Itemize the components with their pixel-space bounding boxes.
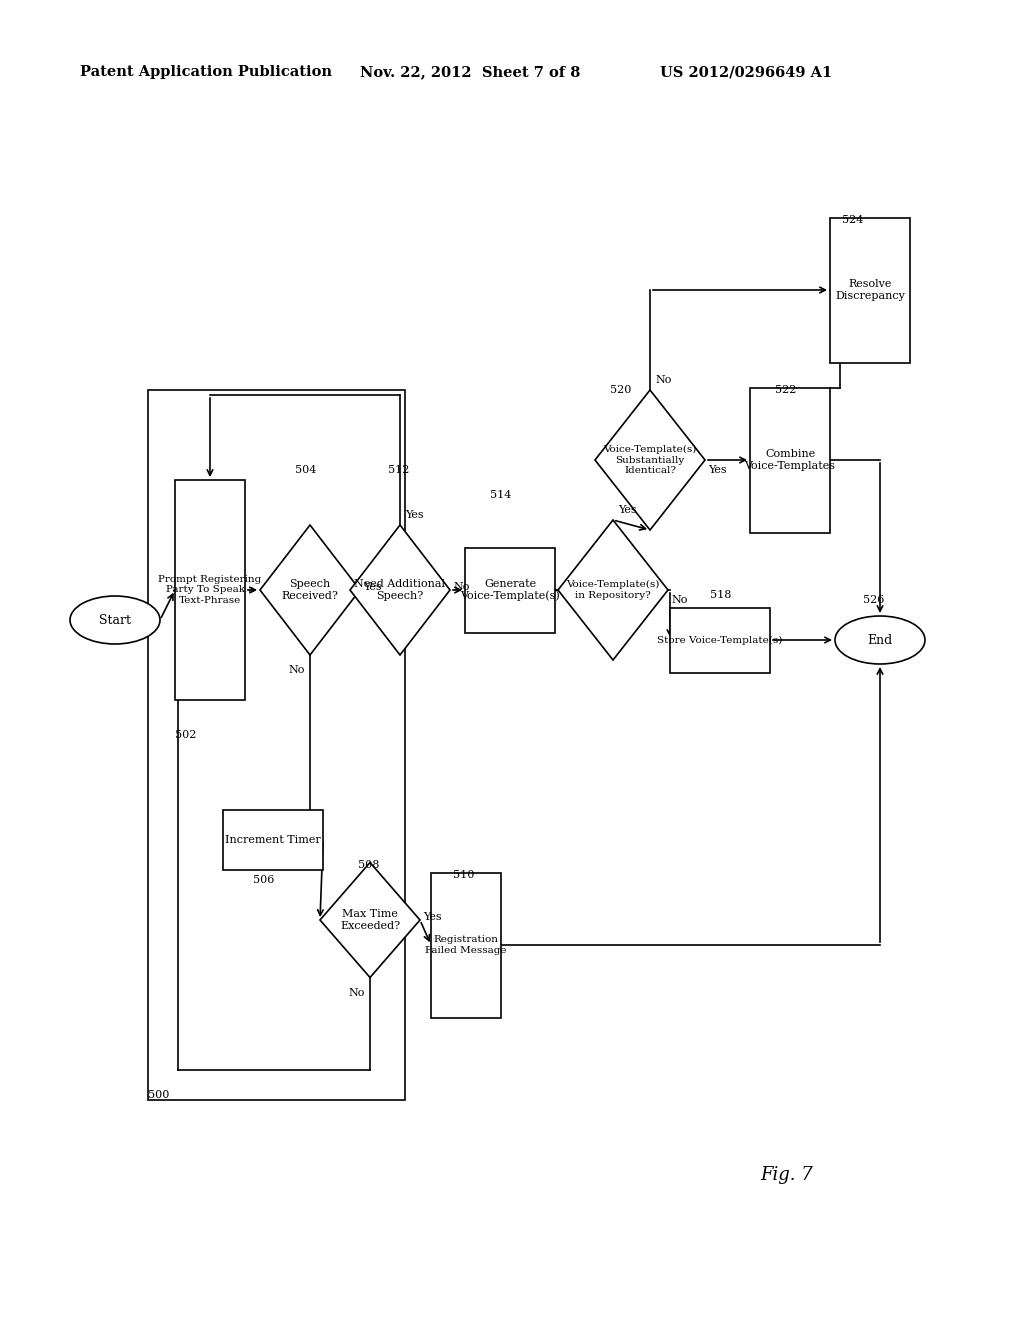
Text: Prompt Registering
Party To Speak a
Text-Phrase: Prompt Registering Party To Speak a Text… — [159, 576, 261, 605]
Text: Store Voice-Template(s): Store Voice-Template(s) — [657, 635, 782, 644]
Text: Need Additional
Speech?: Need Additional Speech? — [354, 579, 445, 601]
Text: 506: 506 — [253, 875, 274, 884]
Polygon shape — [350, 525, 450, 655]
FancyBboxPatch shape — [431, 873, 501, 1018]
FancyBboxPatch shape — [465, 548, 555, 632]
Text: Start: Start — [99, 614, 131, 627]
Text: No: No — [655, 375, 672, 385]
Text: 512: 512 — [388, 465, 410, 475]
Ellipse shape — [835, 616, 925, 664]
Text: No: No — [288, 665, 304, 675]
Text: Yes: Yes — [423, 912, 441, 921]
Text: No: No — [453, 582, 469, 591]
Text: 522: 522 — [775, 385, 797, 395]
Text: 516: 516 — [600, 455, 622, 465]
Text: Combine
Voice-Templates: Combine Voice-Templates — [744, 449, 836, 471]
FancyBboxPatch shape — [750, 388, 830, 532]
Text: 500: 500 — [148, 1090, 169, 1100]
Text: 524: 524 — [842, 215, 863, 224]
Text: US 2012/0296649 A1: US 2012/0296649 A1 — [660, 65, 833, 79]
Text: 504: 504 — [295, 465, 316, 475]
Polygon shape — [260, 525, 360, 655]
Text: Generate
Voice-Template(s): Generate Voice-Template(s) — [460, 579, 560, 601]
Text: Yes: Yes — [362, 582, 382, 591]
Text: Increment Timer: Increment Timer — [225, 836, 321, 845]
Text: Voice-Template(s)
in Repository?: Voice-Template(s) in Repository? — [566, 581, 659, 599]
Text: 510: 510 — [453, 870, 474, 880]
Text: End: End — [867, 634, 893, 647]
FancyBboxPatch shape — [175, 480, 245, 700]
Polygon shape — [558, 520, 668, 660]
Text: 520: 520 — [610, 385, 632, 395]
Text: Resolve
Discrepancy: Resolve Discrepancy — [835, 280, 905, 301]
Text: Yes: Yes — [406, 510, 424, 520]
Polygon shape — [595, 389, 705, 531]
Text: Nov. 22, 2012  Sheet 7 of 8: Nov. 22, 2012 Sheet 7 of 8 — [360, 65, 581, 79]
Text: Voice-Template(s)
Substantially
Identical?: Voice-Template(s) Substantially Identica… — [603, 445, 696, 475]
Text: 518: 518 — [710, 590, 731, 601]
Text: Yes: Yes — [708, 465, 727, 475]
Text: Fig. 7: Fig. 7 — [760, 1166, 813, 1184]
Ellipse shape — [70, 597, 160, 644]
Text: Speech
Received?: Speech Received? — [282, 579, 339, 601]
FancyBboxPatch shape — [223, 810, 323, 870]
Text: Patent Application Publication: Patent Application Publication — [80, 65, 332, 79]
Text: Yes: Yes — [618, 506, 637, 515]
Text: No: No — [348, 987, 365, 998]
Text: Registration
Failed Message: Registration Failed Message — [425, 936, 507, 954]
Text: 502: 502 — [175, 730, 197, 741]
Text: No: No — [671, 595, 687, 605]
Text: 514: 514 — [490, 490, 511, 500]
Text: 508: 508 — [358, 861, 379, 870]
Text: 526: 526 — [863, 595, 885, 605]
Polygon shape — [319, 862, 420, 978]
Text: Max Time
Exceeded?: Max Time Exceeded? — [340, 909, 400, 931]
FancyBboxPatch shape — [670, 607, 770, 672]
FancyBboxPatch shape — [830, 218, 910, 363]
